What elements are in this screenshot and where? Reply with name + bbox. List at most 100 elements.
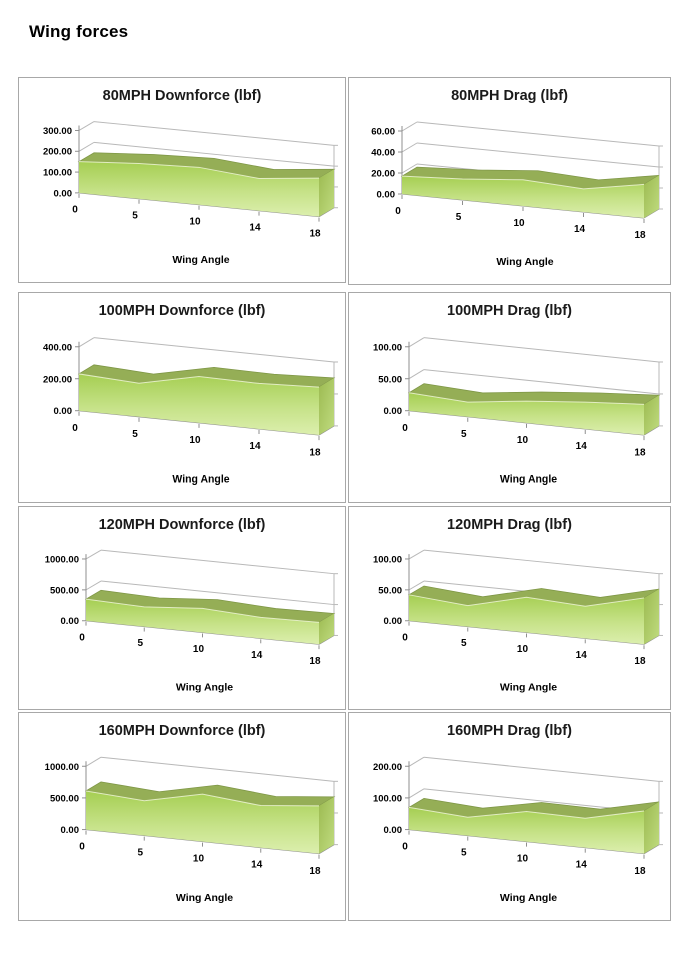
x-axis-title: Wing Angle [172,474,229,486]
area-right-face [644,801,659,854]
sidewall-gridline [401,142,418,153]
chart-title: 160MPH Downforce (lbf) [98,723,266,739]
y-tick-label: 100.00 [373,342,402,353]
y-tick-label: 500.00 [50,584,79,595]
area-front-top-edge [408,806,645,819]
area-series [79,373,319,436]
area-front-top-edge [408,594,645,607]
x-tick-label: 0 [402,632,408,643]
backwall-gridline [416,142,660,168]
area-right-face [319,377,334,436]
x-tick-label: 14 [574,224,586,235]
area-chart-100mph-downforce: 0 5 10 14 18 0.00 200.00 400.00 Wing Angle [43,337,338,486]
x-tick-label: 10 [513,218,525,229]
chart-title: 80MPH Drag (lbf) [451,88,568,104]
chart-100mph-downforce: 100MPH Downforce (lbf) 0 5 10 14 18 0.00 200.0… [18,292,346,503]
y-tick-label: 0.00 [61,825,79,836]
x-tick-label: 14 [251,860,263,871]
area-front-top-edge [78,161,320,179]
y-tick-label: 40.00 [371,148,395,159]
x-tick-label: 0 [72,205,78,216]
backwall-gridline [416,121,660,147]
backwall-gridline [423,369,660,395]
chart-80mph-drag: 80MPH Drag (lbf) 0 5 10 14 18 0.00 20.00 40.00 6… [348,77,671,285]
backwall-gridline [423,549,660,575]
x-axis-title: Wing Angle [176,682,233,693]
area-right-face [644,395,659,436]
x-tick-label: 10 [517,644,529,655]
backwall-gridline [100,756,335,782]
x-tick-label: 18 [309,447,321,458]
backwall-gridline [423,337,660,363]
chart-120mph-downforce: 120MPH Downforce (lbf) 0 5 10 14 18 0.00 500.0… [18,506,346,710]
x-tick-label: 5 [461,638,467,649]
x-tick-label: 0 [72,423,78,434]
y-tick-label: 0.00 [61,615,79,626]
page-title: Wing forces [29,22,129,41]
area-front-top-edge [85,790,320,807]
x-tick-label: 18 [309,656,321,667]
x-axis-title: Wing Angle [172,255,229,266]
chart-title: 160MPH Drag (lbf) [447,723,572,739]
area-right-face [319,613,334,645]
y-tick-label: 0.00 [384,825,402,836]
backwall-gridline [100,580,335,606]
x-tick-label: 5 [137,848,143,859]
area-chart-80mph-downforce: 0 5 10 14 18 0.00 100.00 200.00 300.00 Wing Angle [43,121,338,266]
sidewall-gridline [85,756,102,767]
y-tick-label: 50.00 [378,374,402,385]
y-tick-label: 0.00 [54,188,72,199]
backwall-gridline [100,549,335,575]
x-tick-label: 14 [249,223,261,234]
x-axis-title: Wing Angle [500,682,557,693]
x-axis-title: Wing Angle [176,892,233,904]
x-tick-label: 10 [189,435,201,446]
y-tick-label: 200.00 [43,147,72,158]
y-tick-label: 100.00 [373,793,402,804]
x-tick-label: 14 [249,441,261,452]
sidewall-gridline [408,549,425,560]
x-axis-title: Wing Angle [500,892,557,904]
y-tick-label: 50.00 [378,584,402,595]
y-tick-label: 100.00 [43,168,72,179]
x-tick-label: 0 [395,206,401,217]
chart-title: 80MPH Downforce (lbf) [102,88,262,104]
x-tick-label: 18 [634,447,646,458]
x-tick-label: 0 [79,842,85,853]
sidewall-gridline [85,549,102,560]
sidewall-gridline [408,756,425,767]
sidewall-gridline [401,163,418,174]
y-tick-label: 500.00 [50,793,79,804]
y-tick-label: 0.00 [384,615,402,626]
chart-title: 120MPH Drag (lbf) [447,517,572,533]
chart-160mph-downforce: 160MPH Downforce (lbf) 0 5 10 14 18 0.00 500.0… [18,712,346,921]
sidewall-gridline [78,337,95,348]
sidewall-gridline [408,337,425,348]
y-tick-label: 100.00 [373,553,402,564]
floor-front-edge [85,620,320,645]
sidewall-gridline [85,580,102,591]
x-tick-label: 5 [461,429,467,440]
chart-title: 120MPH Downforce (lbf) [98,517,266,533]
area-series [409,392,644,436]
chart-160mph-drag: 160MPH Drag (lbf) 0 5 10 14 18 0.00 100.00 200.… [348,712,671,921]
x-tick-label: 0 [79,632,85,643]
sidewall-gridline [408,788,425,799]
floor-front-edge [408,620,645,645]
y-tick-label: 60.00 [371,127,395,138]
x-tick-label: 18 [634,866,646,877]
y-tick-label: 400.00 [43,342,72,353]
x-tick-label: 5 [132,429,138,440]
backwall-gridline [423,756,660,782]
area-chart-160mph-downforce: 0 5 10 14 18 0.00 500.00 1000.00 Wing Angle [45,756,338,904]
sidewall-gridline [408,369,425,380]
sidewall-gridline [408,580,425,591]
x-tick-label: 0 [402,842,408,853]
y-tick-label: 20.00 [371,169,395,180]
x-tick-label: 10 [189,217,201,228]
x-tick-label: 10 [193,644,205,655]
area-chart-160mph-drag: 0 5 10 14 18 0.00 100.00 200.00 Wing Angle [373,756,663,904]
x-tick-label: 5 [461,848,467,859]
x-tick-label: 14 [251,650,263,661]
backwall-gridline [93,141,335,167]
